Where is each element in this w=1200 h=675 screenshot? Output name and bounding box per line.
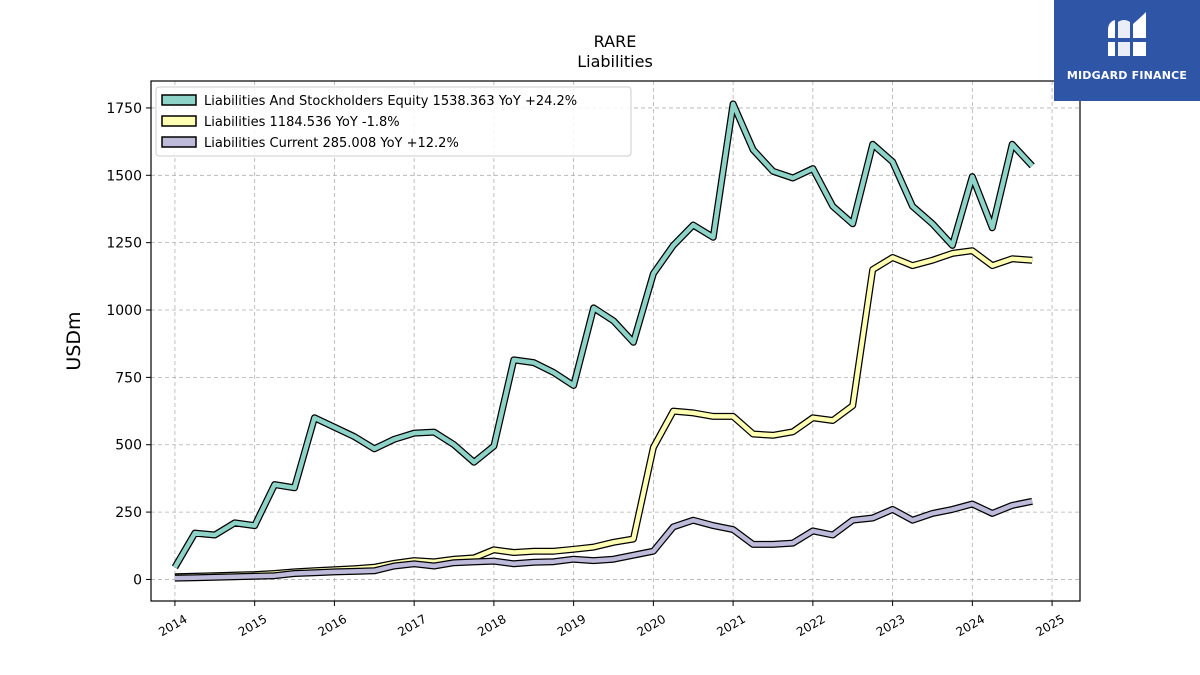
y-tick-label: 0: [133, 572, 142, 588]
x-tick-label: 2014: [156, 612, 189, 639]
series-line-outline: [174, 247, 1033, 581]
legend-label: Liabilities And Stockholders Equity 1538…: [204, 94, 577, 109]
y-axis-label: USDm: [63, 311, 85, 370]
y-tick-label: 1000: [106, 303, 142, 319]
series-line: [172, 101, 1034, 569]
y-tick-label: 1250: [106, 236, 142, 252]
series-line: [174, 499, 1033, 581]
legend-label: Liabilities Current 285.008 YoY +12.2%: [204, 136, 459, 151]
x-tick-label: 2025: [1033, 612, 1066, 639]
legend-swatch: [161, 115, 197, 127]
y-tick-label: 750: [115, 370, 142, 386]
plot-frame: [150, 80, 1081, 602]
y-tick-label: 250: [115, 505, 142, 521]
y-tick-label: 1750: [106, 101, 142, 117]
legend-swatch: [161, 94, 197, 106]
series-line: [174, 248, 1033, 580]
legend: Liabilities And Stockholders Equity 1538…: [155, 86, 632, 157]
logo-mark-icon: [1104, 12, 1150, 56]
chart-subtitle: Liabilities: [577, 52, 653, 71]
x-tick-label: 2016: [316, 612, 349, 639]
x-tick-label: 2018: [475, 612, 508, 639]
x-tick-label: 2021: [714, 612, 747, 639]
legend-label: Liabilities 1184.536 YoY -1.8%: [204, 115, 400, 130]
plot-area: [171, 100, 1035, 582]
y-tick-label: 500: [115, 438, 142, 454]
y-axis-ticks: 0 250 500 750 1000 1250 1500 1750: [106, 101, 151, 588]
x-tick-label: 2024: [954, 612, 987, 639]
x-tick-label: 2020: [635, 612, 668, 639]
grid: [151, 81, 1080, 601]
series-line-outline: [171, 100, 1035, 570]
x-tick-label: 2022: [794, 612, 827, 639]
y-tick-label: 1500: [106, 168, 142, 184]
chart-title: RARE: [594, 32, 637, 51]
legend-box: [155, 86, 632, 157]
x-tick-label: 2023: [874, 612, 907, 639]
x-tick-label: 2015: [236, 612, 269, 639]
brand-logo: MIDGARD FINANCE: [1054, 0, 1200, 101]
x-tick-label: 2019: [555, 612, 588, 639]
x-tick-label: 2017: [395, 612, 428, 639]
x-axis-ticks: 2014 2015 2016 2017 2018 2019 2020 2021 2022 2023…: [156, 601, 1067, 639]
legend-swatch: [161, 136, 197, 148]
brand-name: MIDGARD FINANCE: [1066, 69, 1188, 82]
